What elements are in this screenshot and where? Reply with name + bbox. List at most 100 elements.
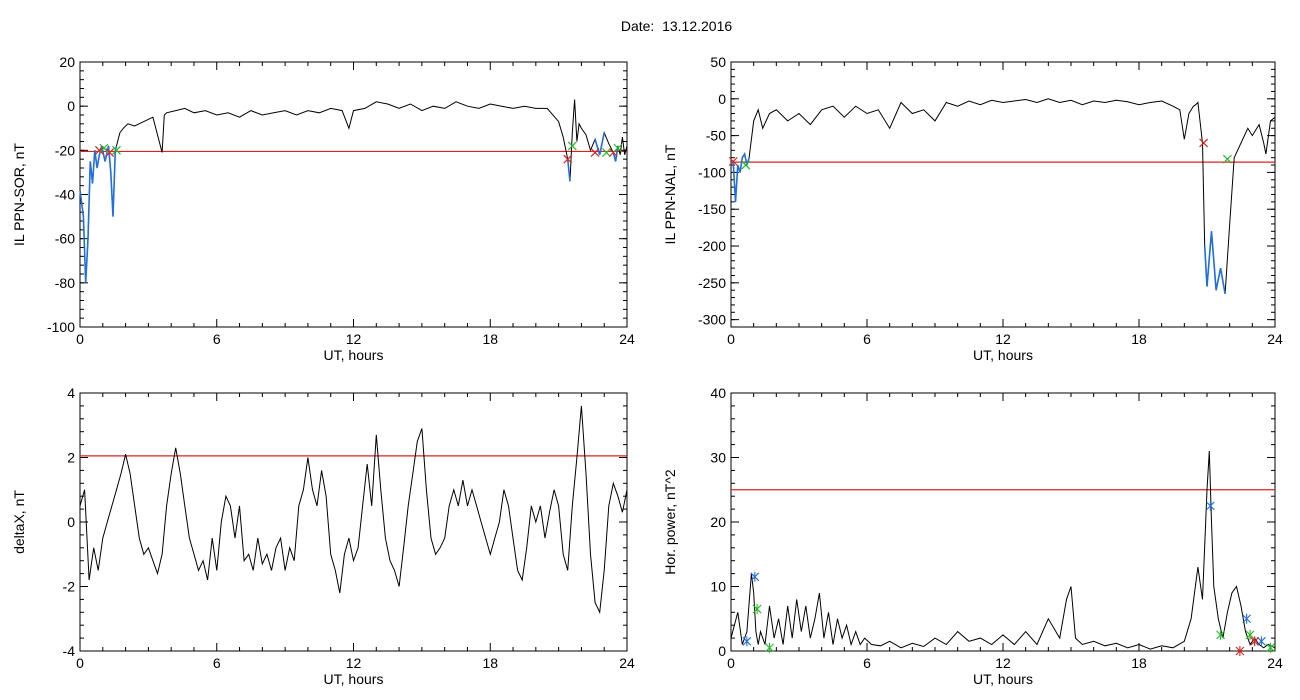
- plot-frame: [730, 61, 1276, 328]
- series-line: [730, 450, 1276, 650]
- y-tick-label: 0: [67, 514, 75, 530]
- x-tick-label: 0: [727, 331, 735, 347]
- y-tick-label: 30: [710, 450, 726, 466]
- end-marker-stroke-b: [99, 143, 109, 153]
- highlight-segment: [566, 159, 571, 182]
- chart-panel-1: 0 6 12 18 24 -100 -80 -60 -40 -20 0 20 UT, hours IL P…: [11, 54, 635, 363]
- red-marker: [1235, 646, 1245, 656]
- start-marker-stroke-b: [728, 156, 738, 166]
- x-axis-label: UT, hours: [973, 671, 1033, 687]
- y-tick-label: -40: [55, 187, 75, 203]
- green-marker: [1266, 642, 1275, 653]
- y-tick-label: -2: [63, 579, 76, 595]
- green-marker: [752, 604, 762, 615]
- blue-marker: [1206, 500, 1215, 511]
- x-tick-label: 24: [1267, 655, 1283, 671]
- x-tick-label: 6: [863, 655, 871, 671]
- y-axis-label: IL PPN-NAL, nT: [662, 144, 678, 244]
- end-marker: [613, 143, 623, 153]
- y-tick-label: -100: [698, 164, 726, 180]
- x-tick-label: 6: [213, 331, 221, 347]
- x-tick-label: 24: [619, 655, 635, 671]
- y-tick-label: -60: [55, 231, 75, 247]
- y-tick-label: -300: [698, 312, 726, 328]
- y-tick-label: -50: [706, 128, 726, 144]
- y-tick-label: 20: [710, 514, 726, 530]
- start-marker-stroke-b: [563, 154, 573, 164]
- y-tick-label: 0: [718, 91, 726, 107]
- y-tick-label: -80: [55, 275, 75, 291]
- y-axis-label: IL PPN-SOR, nT: [11, 143, 27, 246]
- y-tick-label: -4: [63, 643, 76, 659]
- highlight-segment: [1203, 231, 1226, 295]
- y-tick-label: 0: [718, 643, 726, 659]
- start-marker-stroke-b: [94, 145, 104, 155]
- blue-marker: [1242, 613, 1252, 624]
- figure-title: Date: 13.12.2016: [620, 18, 733, 34]
- x-tick-label: 12: [995, 655, 1011, 671]
- end-marker-stroke-b: [112, 145, 121, 155]
- x-axis-label: UT, hours: [324, 347, 384, 363]
- y-axis-label: Hor. power, nT^2: [662, 469, 678, 575]
- blue-marker: [742, 636, 752, 647]
- series-line: [79, 99, 628, 283]
- highlight-segment: [730, 151, 750, 202]
- y-tick-label: 0: [67, 98, 75, 114]
- y-tick-label: -150: [698, 201, 726, 217]
- x-tick-label: 18: [482, 331, 498, 347]
- plot-frame: [79, 392, 628, 652]
- start-marker: [590, 148, 600, 157]
- end-marker-stroke-b: [1222, 154, 1232, 164]
- y-tick-label: 40: [710, 385, 726, 401]
- series-line: [79, 405, 628, 615]
- end-marker-stroke-b: [741, 160, 751, 170]
- plot-frame: [79, 61, 628, 328]
- start-marker: [94, 145, 104, 155]
- end-marker-stroke-b: [567, 141, 577, 151]
- x-tick-label: 0: [727, 655, 735, 671]
- y-tick-label: 20: [59, 54, 75, 70]
- x-tick-label: 12: [346, 655, 362, 671]
- start-marker: [728, 156, 738, 166]
- blue-marker: [750, 571, 760, 582]
- start-marker-stroke-b: [1199, 138, 1209, 148]
- end-marker: [741, 160, 751, 170]
- x-tick-label: 0: [76, 655, 84, 671]
- y-tick-label: -20: [55, 142, 75, 158]
- y-tick-label: 50: [710, 54, 726, 70]
- y-tick-label: -100: [47, 319, 75, 335]
- highlight-segment: [594, 132, 605, 156]
- x-tick-label: 6: [863, 331, 871, 347]
- end-marker: [567, 141, 577, 151]
- x-axis-label: UT, hours: [973, 347, 1033, 363]
- chart-panel-4: 0 6 12 18 24 0 10 20 30 40 UT, hours Hor. power, nT…: [662, 385, 1283, 687]
- x-axis-label: UT, hours: [324, 671, 384, 687]
- x-tick-label: 6: [213, 655, 221, 671]
- start-marker-stroke-b: [105, 148, 115, 157]
- y-tick-label: 2: [67, 450, 75, 466]
- end-marker-stroke-b: [613, 143, 623, 153]
- end-marker: [602, 148, 611, 157]
- start-marker: [1199, 138, 1209, 148]
- green-marker: [1245, 629, 1255, 640]
- y-tick-label: -200: [698, 238, 726, 254]
- start-marker-stroke-b: [590, 148, 600, 157]
- x-tick-label: 24: [619, 331, 635, 347]
- highlight-segment: [612, 145, 619, 162]
- y-tick-label: -250: [698, 275, 726, 291]
- red-marker: [1250, 636, 1259, 647]
- x-tick-label: 12: [346, 331, 362, 347]
- x-tick-label: 24: [1267, 331, 1283, 347]
- end-marker: [99, 143, 109, 153]
- y-tick-label: 10: [710, 579, 726, 595]
- y-tick-label: 4: [67, 385, 75, 401]
- green-marker: [765, 642, 774, 653]
- end-marker: [1222, 154, 1232, 164]
- highlight-segment: [79, 145, 118, 283]
- end-marker-stroke-b: [602, 148, 611, 157]
- x-tick-label: 0: [76, 331, 84, 347]
- x-tick-label: 18: [482, 655, 498, 671]
- x-tick-label: 18: [1131, 331, 1147, 347]
- series-line: [730, 98, 1276, 294]
